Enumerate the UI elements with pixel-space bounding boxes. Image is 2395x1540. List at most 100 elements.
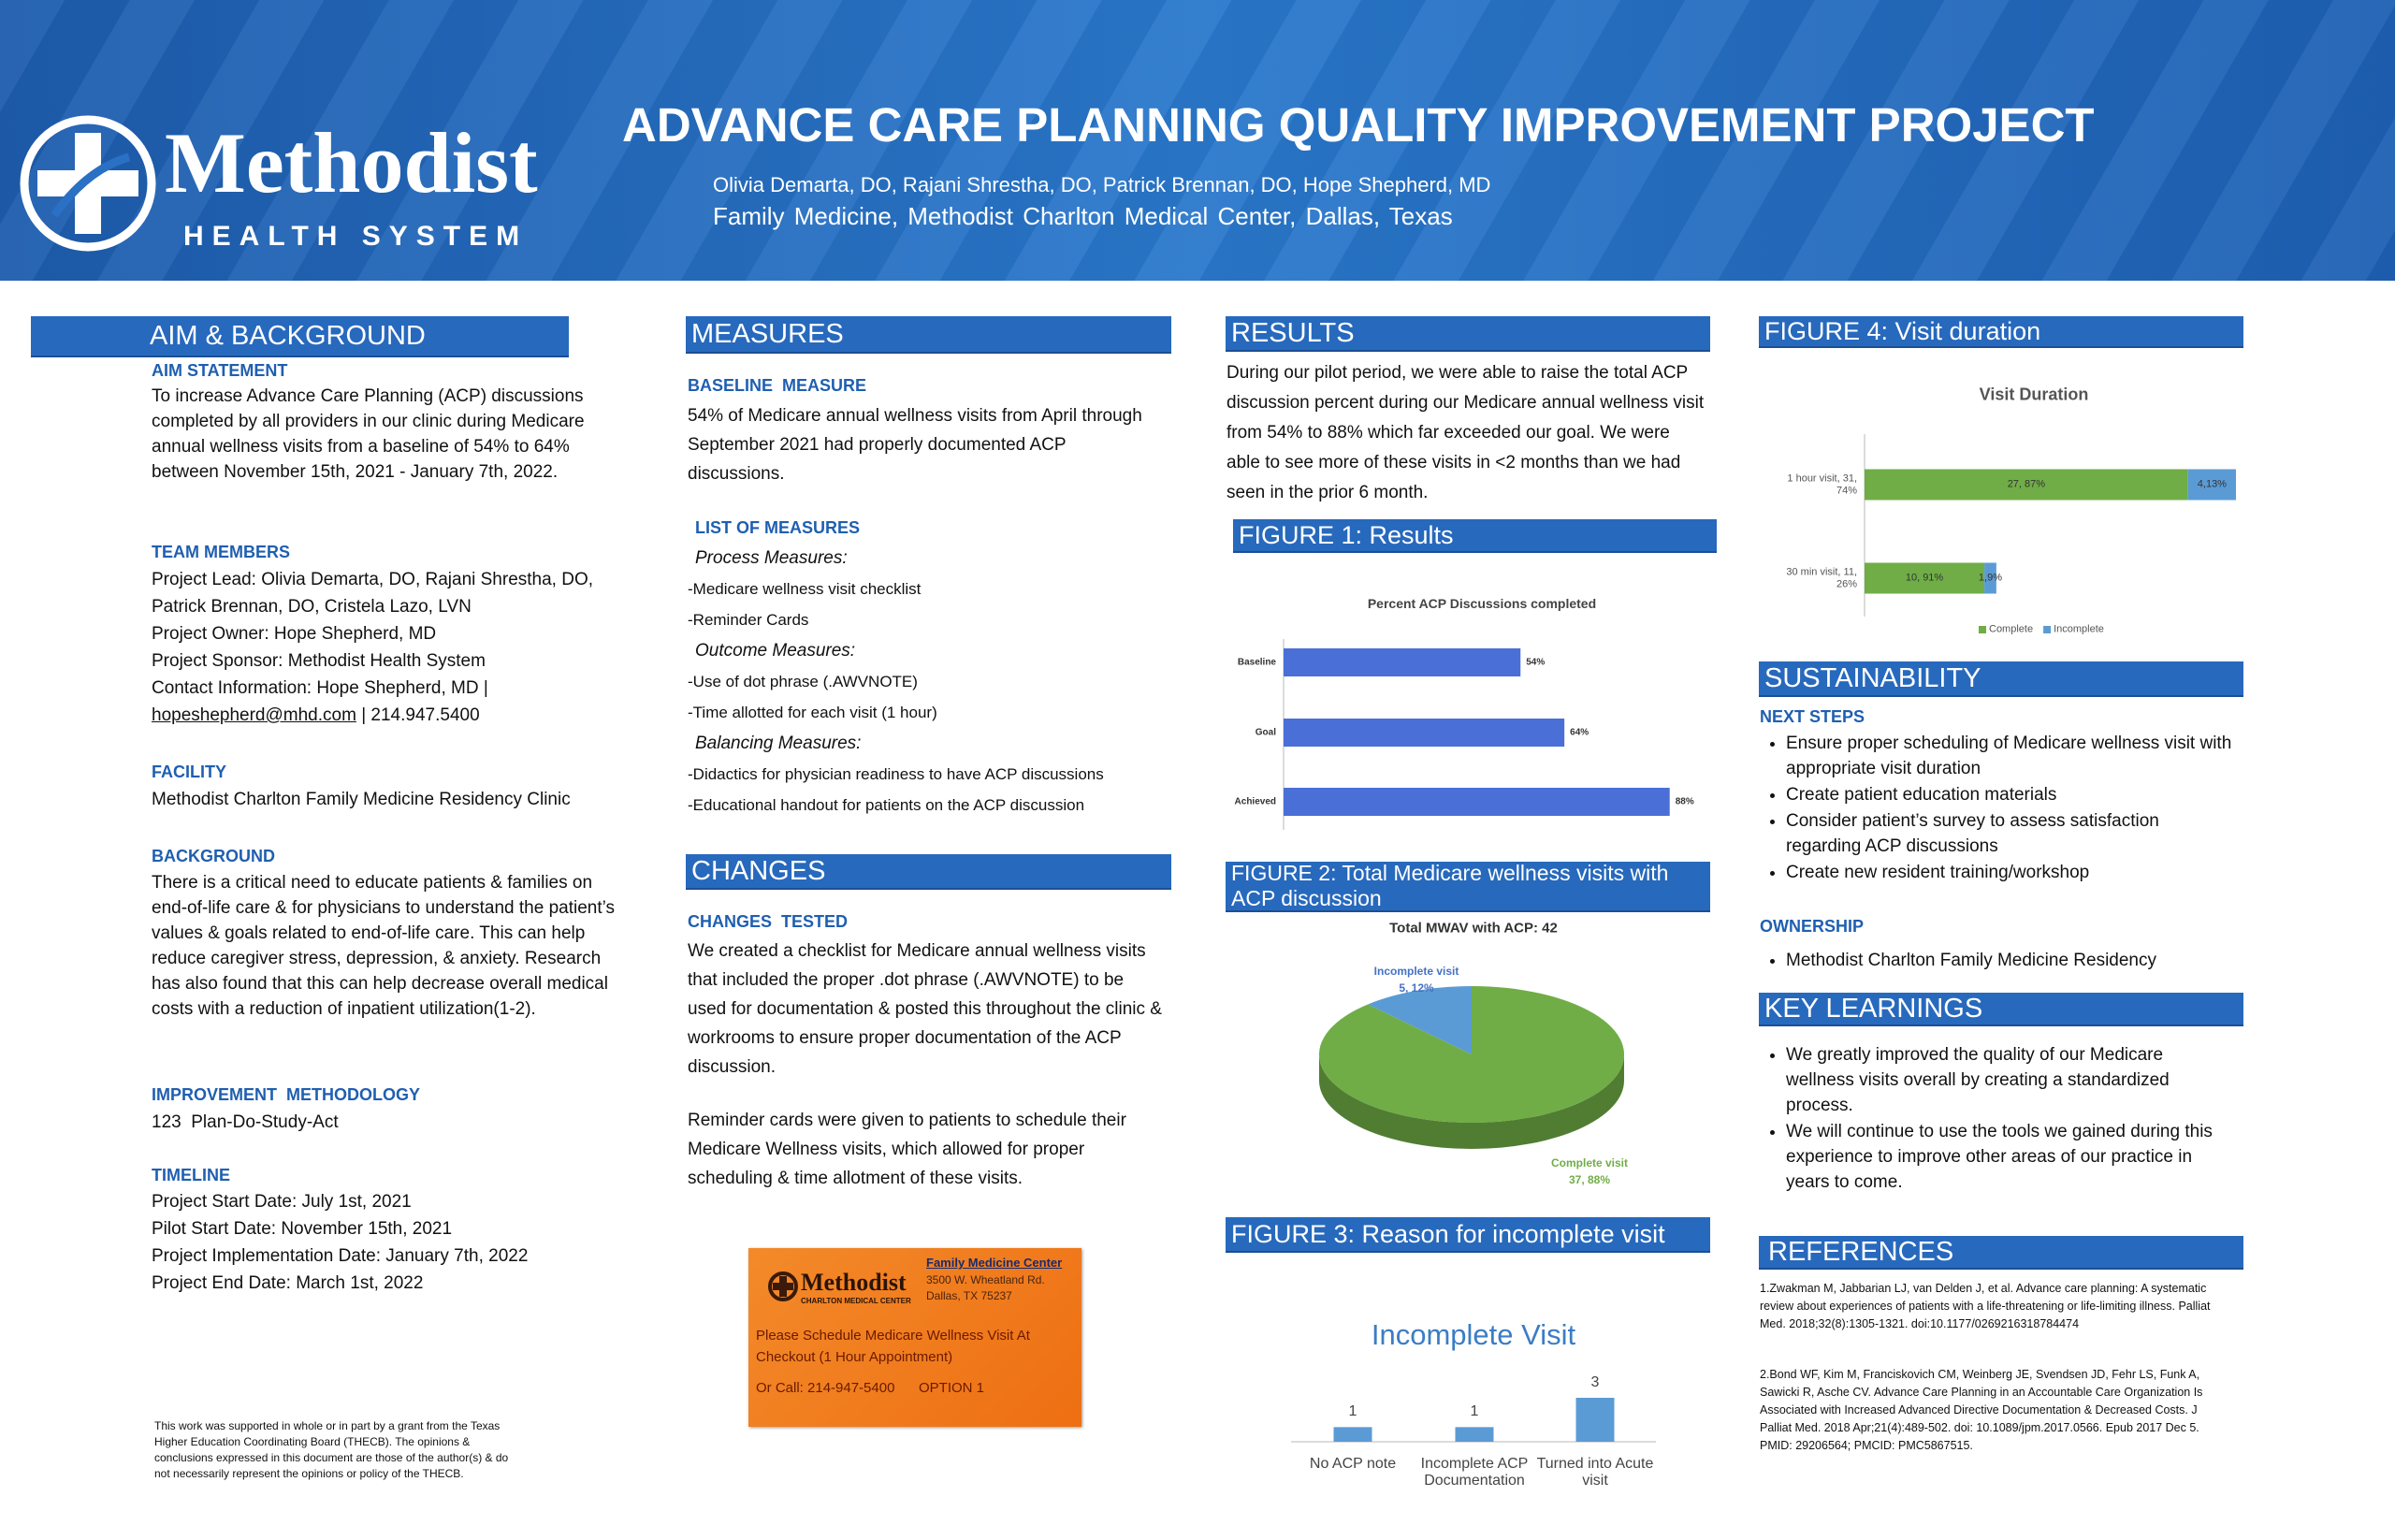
card-logo-subtitle: CHARLTON MEDICAL CENTER <box>801 1297 911 1305</box>
funding-note: This work was supported in whole or in p… <box>154 1419 509 1480</box>
value-label: 1 <box>1348 1403 1357 1420</box>
legend-label: Complete <box>1989 623 2034 635</box>
card-address: Dallas, TX 75237 <box>926 1289 1012 1302</box>
bullet-item: We will continue to use the tools we gai… <box>1786 1119 2235 1195</box>
paragraph: During our pilot period, we were able to… <box>1227 363 1705 502</box>
category-label: Incomplete ACP Documentation <box>1420 1456 1529 1489</box>
chart: Incomplete Visit No ACP note 1 Incomplete A… <box>1226 1306 1710 1506</box>
team-line: Contact Information: Hope Shepherd, MD | <box>152 678 488 698</box>
measure-item: -Time allotted for each visit (1 hour) <box>688 704 937 721</box>
bullet-item: We greatly improved the quality of our M… <box>1786 1042 2235 1118</box>
chart: Total MWAV with ACP: 42 Incomplete visit 5… <box>1226 917 1710 1198</box>
card-message: Please Schedule Medicare Wellness Visit … <box>756 1328 1030 1365</box>
value-label: 64% <box>1570 727 1589 738</box>
value-label: 54% <box>1526 657 1546 668</box>
bullet-item: Methodist Charlton Family Medicine Resid… <box>1786 948 2235 973</box>
figure-heading: FIGURE 4: Visit duration <box>1759 316 2243 348</box>
subheading: BACKGROUND <box>152 847 275 865</box>
measure-item: -Use of dot phrase (.AWVNOTE) <box>688 673 918 690</box>
poster-title: ADVANCE CARE PLANNING QUALITY IMPROVEMEN… <box>622 98 2095 152</box>
section-heading: SUSTAINABILITY <box>1759 661 2243 697</box>
subheading: TIMELINE <box>152 1166 230 1184</box>
chart-plot <box>1291 1398 1656 1443</box>
bar <box>2187 469 2236 501</box>
category-label: Achieved <box>1234 796 1276 807</box>
figure-heading: FIGURE 1: Results <box>1233 519 1717 553</box>
header-band <box>0 0 2395 281</box>
reminder-card: Methodist CHARLTON MEDICAL CENTER Family… <box>748 1248 1081 1427</box>
chart-plot <box>1864 434 2236 633</box>
logo-icon <box>20 115 156 252</box>
bar <box>1455 1427 1494 1442</box>
chart-title: Percent ACP Discussions completed <box>1367 595 1597 611</box>
chart-title: Incomplete Visit <box>1371 1318 1576 1352</box>
bar <box>1865 469 2188 501</box>
category-label: 1 hour visit, 31, 74% <box>1787 472 1857 496</box>
bar <box>1575 1398 1615 1442</box>
slice-label: Incomplete visit <box>1373 965 1459 979</box>
section-heading: RESULTS <box>1226 316 1710 352</box>
legend-swatch <box>2043 626 2052 633</box>
chart: Visit Duration 1 hour visit, 31, 74% 27, 8… <box>1759 359 2243 649</box>
category-label: Baseline <box>1237 657 1276 668</box>
pie-slice <box>1319 986 1624 1123</box>
paragraph: There is a critical need to educate pati… <box>152 873 615 1019</box>
bar <box>1284 788 1670 816</box>
measure-group-label: Outcome Measures: <box>695 641 856 661</box>
value-label: 88% <box>1675 796 1694 807</box>
subheading: LIST OF MEASURES <box>695 518 861 537</box>
card-logo-icon <box>768 1271 798 1301</box>
legend-label: Incomplete <box>2054 623 2104 635</box>
value-label: 27, 87% <box>2007 478 2046 490</box>
section-heading: KEY LEARNINGS <box>1759 993 2243 1026</box>
measure-item: -Medicare wellness visit checklist <box>688 580 922 598</box>
paragraph: To increase Advance Care Planning (ACP) … <box>152 386 585 482</box>
measure-group-label: Balancing Measures: <box>695 734 862 753</box>
subheading: AIM STATEMENT <box>152 361 288 380</box>
email-link[interactable]: hopeshepherd@mhd.com <box>152 705 356 725</box>
bar <box>1865 562 1985 594</box>
chart-plot <box>1283 639 1670 830</box>
bar <box>1984 562 1996 594</box>
paragraph: We created a checklist for Medicare annu… <box>688 941 1162 1077</box>
section-heading: REFERENCES <box>1759 1236 2243 1270</box>
card-center: Family Medicine Center <box>926 1256 1063 1270</box>
measure-item: -Didactics for physician readiness to ha… <box>688 765 1104 783</box>
bar <box>1284 719 1565 747</box>
reference: 1.Zwakman M, Jabbarian LJ, van Delden J,… <box>1760 1282 2211 1330</box>
value-label: 1 <box>1470 1403 1479 1420</box>
bar <box>1284 648 1521 676</box>
value-label: 1,9% <box>1978 572 2002 584</box>
subheading: TEAM MEMBERS <box>152 543 290 561</box>
paragraph: Reminder cards were given to patients to… <box>688 1111 1126 1188</box>
measure-item: -Reminder Cards <box>688 611 809 629</box>
bullet-list: We greatly improved the quality of our M… <box>1760 1042 2235 1196</box>
subheading: OWNERSHIP <box>1760 917 1865 936</box>
timeline-line: Project Implementation Date: January 7th… <box>152 1246 529 1266</box>
chart-title: Total MWAV with ACP: 42 <box>1389 920 1558 937</box>
subheading: BASELINE MEASURE <box>688 376 867 395</box>
reference: 2.Bond WF, Kim M, Franciskovich CM, Wein… <box>1760 1368 2203 1452</box>
measure-item: -Educational handout for patients on the… <box>688 796 1085 814</box>
pie-side <box>1319 1054 1624 1149</box>
logo-subtitle: HEALTH SYSTEM <box>183 221 529 252</box>
chart-plot <box>1319 986 1624 1149</box>
pie-slice <box>1368 986 1472 1054</box>
value-label: 37, 88% <box>1568 1173 1611 1187</box>
bullet-list: Ensure proper scheduling of Medicare wel… <box>1760 731 2235 886</box>
team-line: Project Owner: Hope Shepherd, MD <box>152 624 437 644</box>
bullet-item: Consider patient’s survey to assess sati… <box>1786 808 2235 859</box>
authors: Olivia Demarta, DO, Rajani Shrestha, DO,… <box>713 173 1491 196</box>
category-label: 30 min visit, 11, 26% <box>1786 566 1857 589</box>
paragraph: Methodist Charlton Family Medicine Resid… <box>152 790 571 809</box>
chart-title: Visit Duration <box>1979 385 2089 404</box>
paragraph: 54% of Medicare annual wellness visits f… <box>688 406 1142 484</box>
category-label: Goal <box>1255 727 1276 738</box>
bullet-item: Ensure proper scheduling of Medicare wel… <box>1786 731 2235 781</box>
category-label: Turned into Acute visit <box>1536 1456 1654 1489</box>
value-label: 10, 91% <box>1905 572 1944 584</box>
bullet-list: Methodist Charlton Family Medicine Resid… <box>1760 948 2235 974</box>
measure-group-label: Process Measures: <box>695 548 848 568</box>
card-logo: Methodist <box>801 1269 907 1296</box>
team-line: Project Lead: Olivia Demarta, DO, Rajani… <box>152 570 594 617</box>
